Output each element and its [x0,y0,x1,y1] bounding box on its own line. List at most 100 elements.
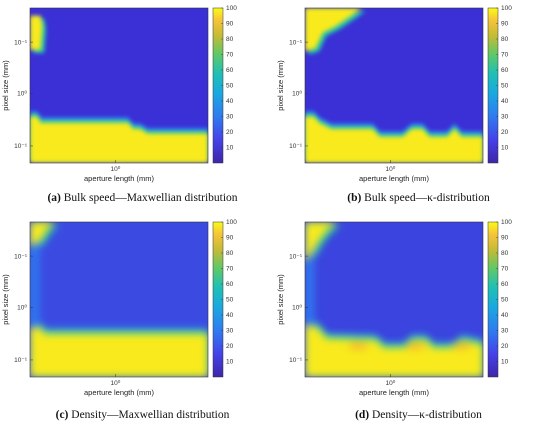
caption-letter: (d) [355,409,370,421]
caption-letter: (a) [47,192,61,204]
heatmap-field [30,8,208,163]
plot-frame [304,7,484,164]
heatmap-orange-spot [405,342,426,350]
colorbar-tick-label: 100 [226,219,237,226]
y-axis-label: pixel size (mm) [276,274,285,325]
caption-text: Density—κ-distribution [369,409,482,421]
panel-density-kappa: 10⁻¹ 10⁰ 10⁻¹ 10⁰ aperture length (mm) pixel … [275,214,550,429]
colorbar-tick-label: 50 [226,83,234,90]
colorbar-tick-label: 10 [501,359,509,366]
caption-text: Density—Maxwellian distribution [68,409,230,421]
plot-frame [29,221,209,378]
y-tick-label: 10⁰ [292,89,302,97]
y-axis-label: pixel size (mm) [276,60,285,111]
colorbar-tick-label: 50 [226,297,234,304]
x-tick-label: 10⁰ [386,379,396,387]
figure-caption: (b) Bulk speed—κ-distribution [287,192,550,204]
y-axis-label: pixel size (mm) [1,60,10,111]
colorbar-tick-label: 20 [501,343,509,350]
colorbar-tick-label: 30 [501,328,509,335]
figure-caption: (d) Density—κ-distribution [287,409,550,421]
colorbar-tick-label: 90 [501,235,509,242]
colorbar-tick-label: 30 [501,114,509,121]
y-tick-label: 10⁰ [17,89,27,97]
colorbar-tick-label: 80 [501,36,509,43]
caption-letter: (b) [347,192,362,204]
colorbar-tick-label: 60 [501,281,509,288]
colorbar-tick-label: 10 [226,145,234,152]
colorbar-tick-label: 100 [501,5,512,12]
heatmap-high-region-bottom [305,324,483,377]
colorbar-tick-label: 90 [226,235,234,242]
panel-bulk-speed-kappa: 10⁻¹ 10⁰ 10⁻¹ 10⁰ aperture length (mm) pixel … [275,0,550,214]
heatmap-high-region-top [305,222,338,263]
plot-frame [29,7,209,164]
heatmap-high-region-top [30,222,55,247]
y-tick-label: 10⁰ [292,303,302,311]
caption-letter: (c) [55,409,69,421]
heatmap-orange-spot [451,342,472,350]
heatmap-high-region-top [30,15,43,50]
colorbar-tick-label: 30 [226,114,234,121]
colorbar-tick-label: 70 [501,266,509,273]
caption-text: Bulk speed—Maxwellian distribution [60,192,238,204]
colorbar-tick-label: 40 [501,312,509,319]
colorbar-tick-label: 100 [226,5,237,12]
panel-density-maxwellian: 10⁻¹ 10⁰ 10⁻¹ 10⁰ aperture length (mm) pixel … [0,214,275,429]
heatmap-high-region-top [305,8,362,52]
y-tick-label: 10⁰ [17,303,27,311]
colorbar-tick-label: 20 [226,343,234,350]
heatmap-orange-spot [348,342,369,350]
x-tick-label: 10⁰ [386,165,396,173]
x-axis-label: aperture length (mm) [359,388,430,397]
x-axis-label: aperture length (mm) [84,388,155,397]
colorbar-tick-label: 60 [226,67,234,74]
heatmap-field [30,222,208,377]
colorbar-tick-label: 70 [226,266,234,273]
y-axis-label: pixel size (mm) [1,274,10,325]
y-tick-label: 10⁻¹ [14,39,28,46]
colorbar-tick-label: 30 [226,328,234,335]
figure-caption: (a) Bulk speed—Maxwellian distribution [10,192,275,204]
colorbar-tick-label: 20 [226,129,234,136]
y-tick-label: 10⁻¹ [14,253,28,260]
heatmap-high-region-bottom [30,327,208,377]
colorbar-tick-label: 100 [501,219,512,226]
colorbar-tick-label: 80 [226,250,234,257]
colorbar-tick-label: 60 [226,281,234,288]
panel-bulk-speed-maxwellian: 10⁻¹ 10⁰ 10⁻¹ 10⁰ aperture length (mm) pixel … [0,0,275,214]
colorbar-tick-label: 60 [501,67,509,74]
y-tick-label: 10⁻¹ [14,357,28,364]
colorbar-tick-label: 50 [501,297,509,304]
y-tick-label: 10⁻¹ [289,253,303,260]
x-axis-label: aperture length (mm) [84,174,155,183]
colorbar-tick-label: 40 [501,98,509,105]
colorbar-tick-label: 40 [226,312,234,319]
colorbar-tick-label: 10 [226,359,234,366]
colorbar-tick-label: 80 [226,36,234,43]
y-tick-label: 10⁻¹ [289,39,303,46]
colorbar-tick-label: 20 [501,129,509,136]
heatmap-high-region-bottom [30,116,208,163]
colorbar-tick-label: 10 [501,145,509,152]
y-tick-label: 10⁻¹ [289,357,303,364]
y-tick-label: 10⁻¹ [289,143,303,150]
x-tick-label: 10⁰ [111,379,121,387]
heatmap-high-region-bottom [305,116,483,163]
colorbar-tick-label: 40 [226,98,234,105]
figure-caption: (c) Density—Maxwellian distribution [10,409,275,421]
heatmap-field [305,8,483,163]
colorbar-tick-label: 70 [226,52,234,59]
caption-text: Bulk speed—κ-distribution [361,192,490,204]
colorbar-tick-label: 90 [226,21,234,28]
heatmap-field [305,222,483,377]
plot-frame [304,221,484,378]
colorbar-tick-label: 80 [501,250,509,257]
x-tick-label: 10⁰ [111,165,121,173]
colorbar-tick-label: 70 [501,52,509,59]
y-tick-label: 10⁻¹ [14,143,28,150]
